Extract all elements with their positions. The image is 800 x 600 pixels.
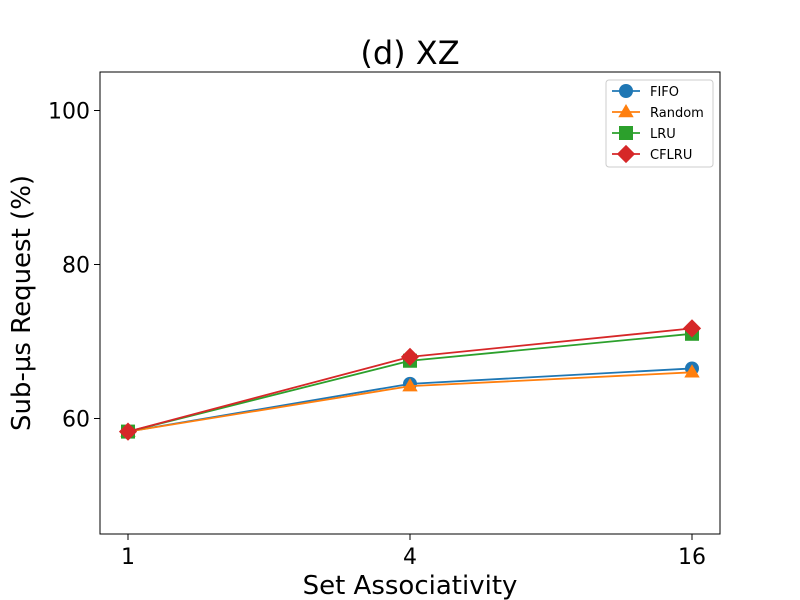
- data-point: [400, 347, 420, 366]
- legend: FIFO Random LRU CFLRU: [605, 79, 714, 168]
- data-point: [619, 126, 633, 140]
- data-point: [118, 422, 138, 441]
- x-tick-label: 16: [678, 545, 706, 570]
- y-axis-ticks: 60 80 100: [48, 100, 100, 433]
- x-axis-ticks: 1 4 16: [121, 534, 706, 570]
- x-tick-label: 4: [403, 545, 417, 570]
- legend-label: Random: [650, 106, 704, 121]
- x-tick-label: 1: [121, 545, 135, 570]
- chart-title: (d) XZ: [360, 34, 459, 72]
- y-tick-label: 100: [48, 100, 90, 125]
- y-axis-label: Sub-µs Request (%): [7, 175, 37, 431]
- data-point: [402, 378, 418, 392]
- data-point: [684, 364, 700, 378]
- legend-label: FIFO: [650, 85, 679, 100]
- y-tick-label: 80: [62, 254, 90, 279]
- data-point: [616, 144, 636, 164]
- legend-label: CFLRU: [650, 148, 692, 163]
- x-axis-label: Set Associativity: [303, 571, 518, 600]
- y-tick-label: 60: [62, 408, 90, 433]
- data-point: [619, 84, 633, 98]
- data-point: [682, 319, 702, 338]
- legend-label: LRU: [650, 127, 676, 142]
- series-layer: [118, 319, 702, 441]
- legend-box: [605, 79, 714, 168]
- data-point: [618, 103, 634, 118]
